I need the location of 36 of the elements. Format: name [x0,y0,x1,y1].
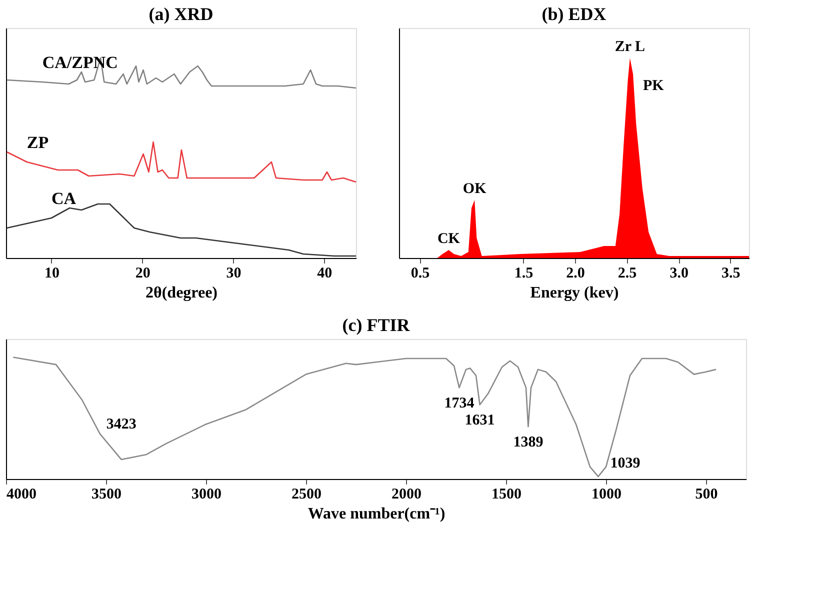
x-tick-label: 2.5 [618,266,637,282]
series-label: CA [51,189,77,208]
chart-title: (b) EDX [542,4,606,24]
x-tick-label: 20 [135,266,150,282]
x-tick-label: 4000 [6,486,36,502]
x-tick-label: 3.0 [670,266,688,282]
series-label: CA/ZPNC [42,53,118,72]
x-tick-label: 40 [317,266,332,282]
x-axis-title: Energy (kev) [530,284,619,302]
x-tick-label: 2.0 [566,266,585,282]
x-tick-label: 10 [44,266,60,282]
x-tick-label: 3500 [92,486,122,502]
annotation: PK [643,78,664,94]
x-axis-title: Wave number(cm⁻¹) [308,506,446,522]
annotation: 1389 [513,434,544,451]
x-tick-label: 1500 [492,486,522,502]
annotation: Zr L [614,39,645,55]
x-tick-label: 3.5 [721,266,740,282]
annotation: CK [437,231,460,247]
series-label: ZP [26,133,49,152]
annotation: 1734 [444,396,475,412]
chart-title: (a) XRD [148,4,214,24]
x-axis-title: 2θ(degree) [145,284,218,302]
annotation: OK [462,181,487,197]
x-tick-label: 3000 [192,486,222,502]
annotation: 1631 [464,412,495,429]
x-tick-label: 2500 [292,486,322,502]
x-tick-label: 30 [226,266,242,282]
annotation: 3423 [106,416,136,433]
x-tick-label: 2000 [392,486,422,502]
x-tick-label: 1000 [592,486,622,502]
chart-title: (c) FTIR [342,315,411,335]
x-tick-label: 1.5 [514,266,534,282]
x-tick-label: 500 [695,486,718,502]
x-tick-label: 0.5 [410,266,430,282]
annotation: 1039 [610,456,640,472]
